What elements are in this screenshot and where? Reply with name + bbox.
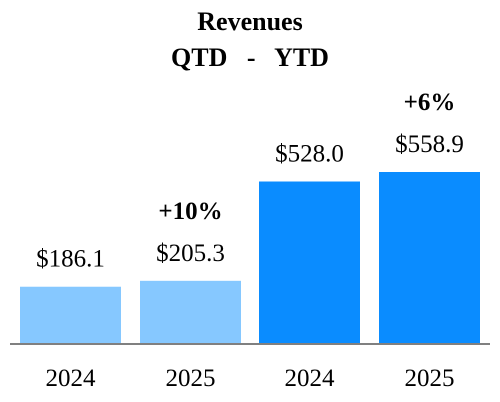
value-label: $558.9 (395, 131, 464, 158)
change-label: +10% (158, 198, 222, 225)
x-tick-label: 2024 (46, 365, 97, 392)
chart-title: Revenues (197, 7, 302, 36)
x-tick-label: 2025 (166, 365, 216, 392)
x-tick-label: 2025 (405, 365, 455, 392)
bar-2024-0 (20, 286, 121, 344)
value-label: $528.0 (275, 141, 344, 168)
x-tick-label: 2024 (285, 365, 336, 392)
bar-2024-2 (259, 181, 360, 344)
value-label: $186.1 (36, 246, 105, 273)
change-label: +6% (404, 89, 456, 116)
value-label: $205.3 (156, 240, 225, 267)
bars-group (20, 172, 480, 344)
bar-2025-3 (379, 172, 480, 344)
bar-2025-1 (140, 280, 241, 344)
labels-group: $186.1 2024 $205.3 2025 $528.0 2024 $558.9 2025… (36, 89, 464, 392)
chart-subtitle: QTD - YTD (171, 43, 329, 72)
